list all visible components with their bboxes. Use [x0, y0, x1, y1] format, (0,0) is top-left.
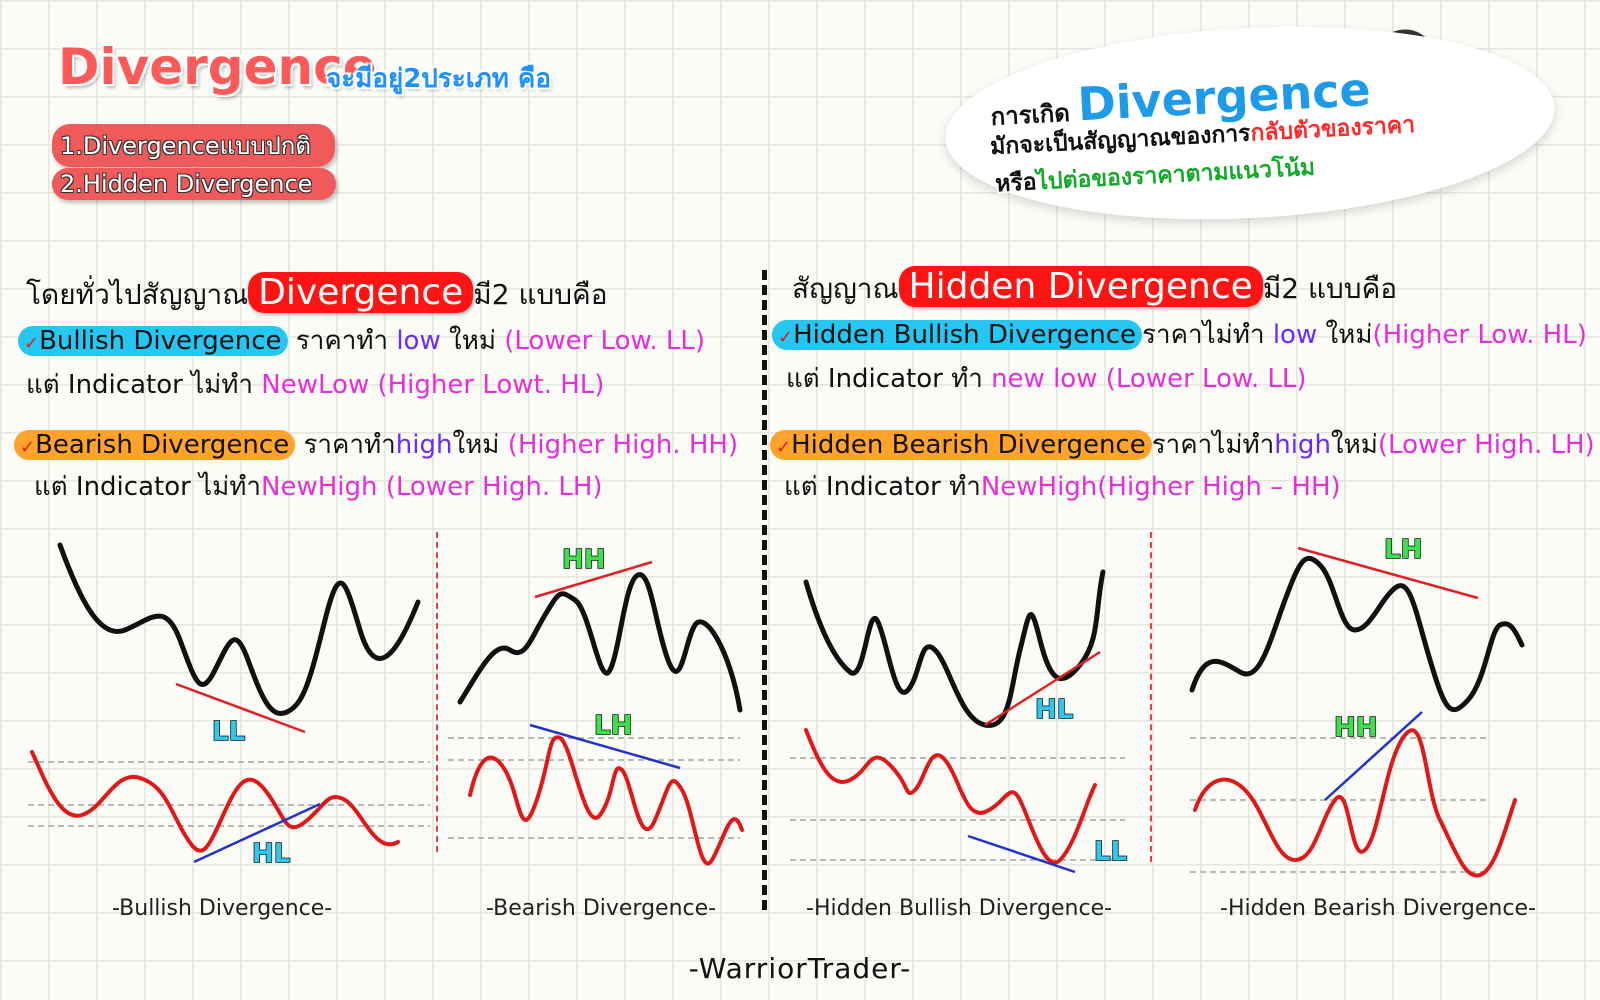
hidden-bullish-price-label: HL — [1035, 695, 1073, 725]
hidden-bullish-ind-text: แต่ Indicator ทำ — [786, 364, 983, 394]
hidden-bearish-ind-note: NewHigh(Higher High – HH) — [980, 472, 1341, 502]
hidden-bullish-price-new: ใหม่ — [1325, 320, 1373, 350]
hidden-bearish-price-key: high — [1274, 430, 1331, 460]
hidden-bearish-name: Hidden Bearish Divergence — [791, 430, 1146, 460]
caption-hidden-bearish: -Hidden Bearish Divergence- — [1220, 896, 1536, 921]
bullish-indicator-curve — [30, 750, 400, 853]
footer-credit: -WarriorTrader- — [688, 952, 912, 985]
bearish-price-new: ใหม่ — [452, 430, 500, 460]
bearish-price-curve — [457, 572, 743, 713]
bearish-ind-note: NewHigh (Lower High. LH) — [261, 472, 603, 502]
bearish-indicator-line: แต่ Indicator ไม่ทำNewHigh (Lower High. … — [34, 466, 603, 507]
hidden-bearish-price-new: ใหม่ — [1330, 430, 1378, 460]
right-panel-divider — [1150, 532, 1152, 862]
bearish-indicator-trendline — [529, 723, 681, 770]
hidden-bearish-price-curve — [1189, 556, 1525, 713]
hidden-bearish-indicator-trendline — [1324, 711, 1423, 801]
bullish-price-text: ราคาทำ — [295, 326, 389, 356]
bearish-indicator-label: LH — [594, 711, 632, 741]
bearish-price-key: high — [395, 430, 453, 460]
bullish-indicator-line: แต่ Indicator ไม่ทำ NewLow (Higher Lowt.… — [26, 364, 604, 405]
bearish-ind-text: แต่ Indicator ไม่ทำ — [34, 472, 262, 502]
indicator-guides — [28, 737, 1490, 873]
bearish-price-text: ราคาทำ — [303, 430, 396, 460]
hidden-bullish-ind-note: (Lower Low. LL) — [1105, 364, 1307, 394]
hidden-bullish-price-trendline — [984, 650, 1101, 727]
bullish-price-note: (Lower Low. LL) — [504, 326, 706, 356]
hidden-bullish-price-curve — [803, 569, 1106, 728]
check-icon: ✓ — [24, 333, 40, 354]
bullish-ind-note: NewLow (Higher Lowt. HL) — [261, 370, 605, 400]
bullish-indicator-label: HL — [252, 839, 290, 869]
hidden-bearish-price-text: ราคาไม่ทำ — [1151, 430, 1275, 460]
caption-bearish: -Bearish Divergence- — [486, 896, 717, 921]
bullish-price-curve — [57, 542, 421, 716]
bearish-name: Bearish Divergence — [35, 430, 290, 460]
check-icon: ✓ — [20, 437, 36, 458]
hidden-bullish-indicator-curve — [804, 728, 1097, 865]
caption-hidden-bullish: -Hidden Bullish Divergence- — [806, 896, 1113, 921]
type-1-pill: 1.Divergenceแบบปกติ — [52, 124, 335, 167]
right-heading-suffix: มี2 แบบคือ — [1262, 272, 1398, 305]
bullish-price-label: LL — [212, 717, 245, 747]
bullish-line: ✓Bullish Divergence ราคาทำ low ใหม่ (Low… — [18, 320, 705, 361]
bullish-name: Bullish Divergence — [39, 326, 282, 356]
bearish-price-label: HH — [562, 545, 606, 575]
hidden-bullish-price-key: low — [1272, 320, 1318, 350]
left-heading-highlight: Divergence — [248, 272, 474, 313]
bullish-ind-text: แต่ Indicator ไม่ทำ — [26, 370, 254, 400]
left-panel-divider — [436, 532, 438, 852]
hidden-bullish-indicator-trendline — [967, 834, 1076, 874]
hidden-bullish-price-text: ราคาไม่ทำ — [1142, 320, 1265, 350]
right-heading: สัญญาณ Hidden Divergence มี2 แบบคือ — [792, 266, 1397, 311]
right-heading-prefix: สัญญาณ — [792, 272, 899, 305]
hidden-bullish-indicator-label: LL — [1094, 837, 1127, 867]
hidden-bullish-line: ✓Hidden Bullish Divergence ราคาไม่ทำ low … — [772, 314, 1587, 355]
check-icon: ✓ — [778, 327, 794, 348]
bearish-indicator-curve — [468, 735, 744, 866]
right-heading-highlight: Hidden Divergence — [898, 266, 1263, 307]
type-2-pill: 2.Hidden Divergence — [52, 168, 337, 200]
hidden-bullish-name: Hidden Bullish Divergence — [793, 320, 1137, 350]
hidden-bearish-price-trendline — [1297, 546, 1479, 600]
bearish-line: ✓Bearish Divergence ราคาทำhighใหม่ (High… — [14, 424, 738, 465]
bullish-price-new: ใหม่ — [449, 326, 496, 356]
bullish-indicator-trendline — [193, 802, 321, 864]
center-divider — [762, 270, 767, 910]
hidden-bearish-price-label: LH — [1384, 535, 1422, 565]
hidden-bullish-indicator-line: แต่ Indicator ทำ new low (Lower Low. LL) — [786, 358, 1307, 399]
left-heading-suffix: มี2 แบบคือ — [473, 278, 608, 311]
bullish-price-key: low — [396, 326, 441, 356]
page-title: Divergence — [58, 38, 377, 96]
hidden-bearish-line: ✓Hidden Bearish Divergence ราคาไม่ทำhighใ… — [770, 424, 1595, 465]
page-subtitle: จะมีอยู่2ประเภท คือ — [326, 64, 551, 94]
caption-bullish: -Bullish Divergence- — [112, 896, 333, 921]
hidden-bearish-indicator-line: แต่ Indicator ทำNewHigh(Higher High – HH… — [784, 466, 1341, 507]
bearish-price-trendline — [534, 560, 653, 599]
hidden-bearish-indicator-curve — [1193, 728, 1517, 878]
hidden-bearish-price-note: (Lower High. LH) — [1377, 430, 1595, 460]
hidden-bullish-ind-key: new low — [991, 364, 1098, 394]
hidden-bearish-ind-text: แต่ Indicator ทำ — [784, 472, 981, 502]
bearish-price-note: (Higher High. HH) — [507, 430, 739, 460]
bullish-price-trendline — [175, 682, 306, 734]
hidden-bullish-price-note: (Higher Low. HL) — [1372, 320, 1587, 350]
left-heading: โดยทั่วไปสัญญาณ Divergence มี2 แบบคือ — [26, 272, 608, 317]
left-heading-prefix: โดยทั่วไปสัญญาณ — [26, 278, 249, 311]
check-icon: ✓ — [776, 437, 792, 458]
hidden-bearish-indicator-label: HH — [1334, 713, 1378, 743]
